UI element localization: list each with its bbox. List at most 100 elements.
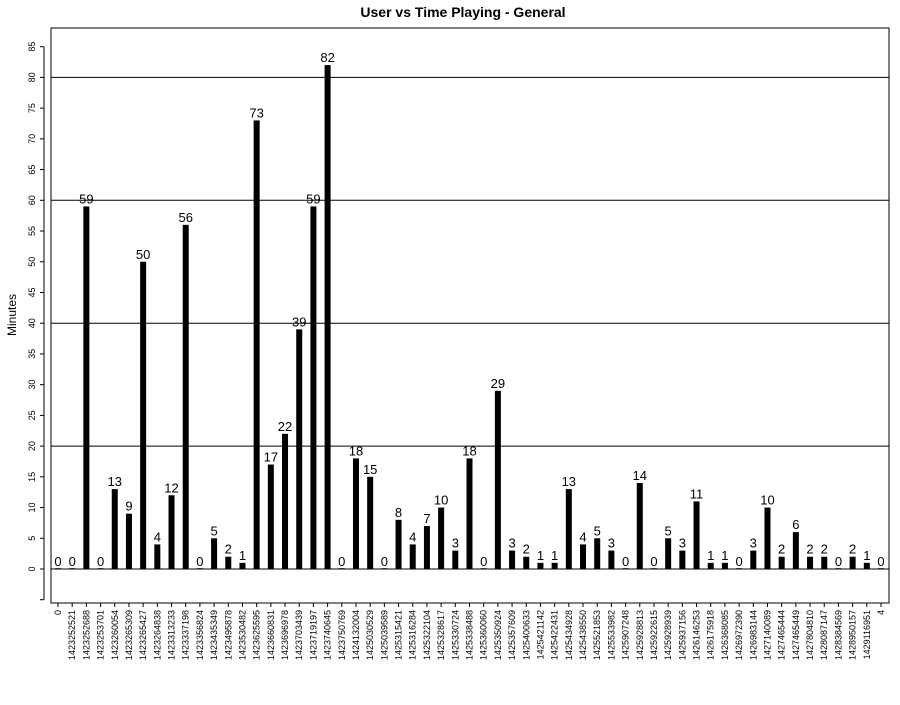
x-tick-label: 1425438550 [578,610,588,660]
bar-value-label: 14 [633,468,647,483]
bar-value-label: 22 [278,419,292,434]
x-tick-label: 1425030529 [365,610,375,660]
bar-value-label: 3 [608,536,615,551]
bar [849,556,856,569]
y-tick-label: 35 [27,349,37,359]
bar-value-label: 0 [54,554,61,569]
x-tick-label: 1425533982 [606,610,616,660]
bar-value-label: 8 [395,505,402,520]
bar-value-label: 2 [806,542,813,557]
bar-value-label: 59 [306,191,320,206]
x-tick-label: 1423750769 [337,610,347,660]
bar-value-label: 0 [835,554,842,569]
bar [395,519,402,569]
bar [140,261,147,569]
bar [778,556,785,569]
bar-value-label: 3 [679,536,686,551]
bar-value-label: 1 [863,548,870,563]
bar [480,568,487,569]
x-tick-label: 1426983144 [748,610,758,660]
bar [622,568,629,569]
bar-value-label: 1 [721,548,728,563]
bar-value-label: 18 [462,443,476,458]
bar [679,550,686,569]
bar [352,458,359,569]
y-tick-label: 20 [27,441,37,451]
bar [168,495,175,569]
reference-lines [51,76,889,570]
bar-value-label: 1 [707,548,714,563]
y-tick-label: 80 [27,72,37,82]
x-tick-label: 1423265309 [124,610,134,660]
bar-value-label: 5 [665,523,672,538]
bar-value-label: 0 [877,554,884,569]
bar-value-label: 7 [423,511,430,526]
bar-value-label: 3 [750,536,757,551]
bar [182,224,189,569]
bar [580,544,587,569]
bar [650,568,657,569]
y-tick-label: 0 [27,566,37,571]
bar-value-label: 0 [735,554,742,569]
bar-value-label: 0 [480,554,487,569]
x-tick-label: 1425521853 [592,610,602,660]
bar [239,562,246,569]
bar-value-label: 11 [690,486,704,501]
x-tick-label: 1427465444 [777,610,787,660]
bar [125,513,132,569]
bar [267,464,274,569]
bar [69,568,76,569]
bar [83,206,90,569]
bar [154,544,161,569]
x-tick-label: 0 [53,610,63,615]
y-axis: 0 5 10 15 20 25 30 35 40 45 50 55 60 65 70 75 80 85 [27,42,45,601]
bar [196,568,203,569]
x-tick-label: 1425338488 [465,610,475,660]
x-tick-label: 1423313233 [167,610,177,660]
bar [863,562,870,569]
x-tick-label: 1423265427 [138,610,148,660]
bar [111,489,118,569]
bar-value-label: 4 [409,529,416,544]
bar [55,568,61,569]
bar-value-label: 2 [849,542,856,557]
x-tick-label: 1429116951 [862,610,872,659]
bar-value-label: 2 [778,542,785,557]
x-tick-label: 1427140089 [762,610,772,660]
x-tick-label: 1426368085 [720,610,730,660]
x-tick-label: 1424132004 [351,610,361,660]
bar [253,120,260,569]
bar-value-label: 13 [108,474,122,489]
x-tick-label: 1423253701 [96,610,106,660]
x-tick-label: 1428087147 [819,610,829,660]
bar-value-label: 82 [320,50,334,65]
y-tick-label: 70 [27,134,37,144]
bar [509,550,516,569]
x-tick-label: 1425322104 [422,610,432,660]
y-tick-label: 55 [27,226,37,236]
bar [707,562,714,569]
bar-value-label: 4 [579,529,586,544]
bar [97,568,104,569]
y-tick-label: 25 [27,410,37,420]
x-tick-label: 1425422431 [550,610,560,660]
x-tick-label: 1426175918 [706,610,716,660]
y-tick-label: 75 [27,103,37,113]
bar [878,568,884,569]
bar [665,538,672,569]
bar-value-label: 39 [292,314,306,329]
bar [296,329,303,569]
x-tick-label: 1425928813 [635,610,645,660]
bar-value-label: 3 [452,536,459,551]
bar-value-label: 2 [821,542,828,557]
x-tick-label: 1423703439 [294,610,304,660]
x-tick-label: 1423495878 [223,610,233,660]
x-tick-label: 1423660831 [266,610,276,660]
x-tick-label: 1425039589 [379,610,389,660]
chart-title: User vs Time Playing - General [360,4,565,20]
y-tick-label: 85 [27,42,37,52]
bar-value-label: 2 [225,542,232,557]
y-tick-label: 65 [27,165,37,175]
